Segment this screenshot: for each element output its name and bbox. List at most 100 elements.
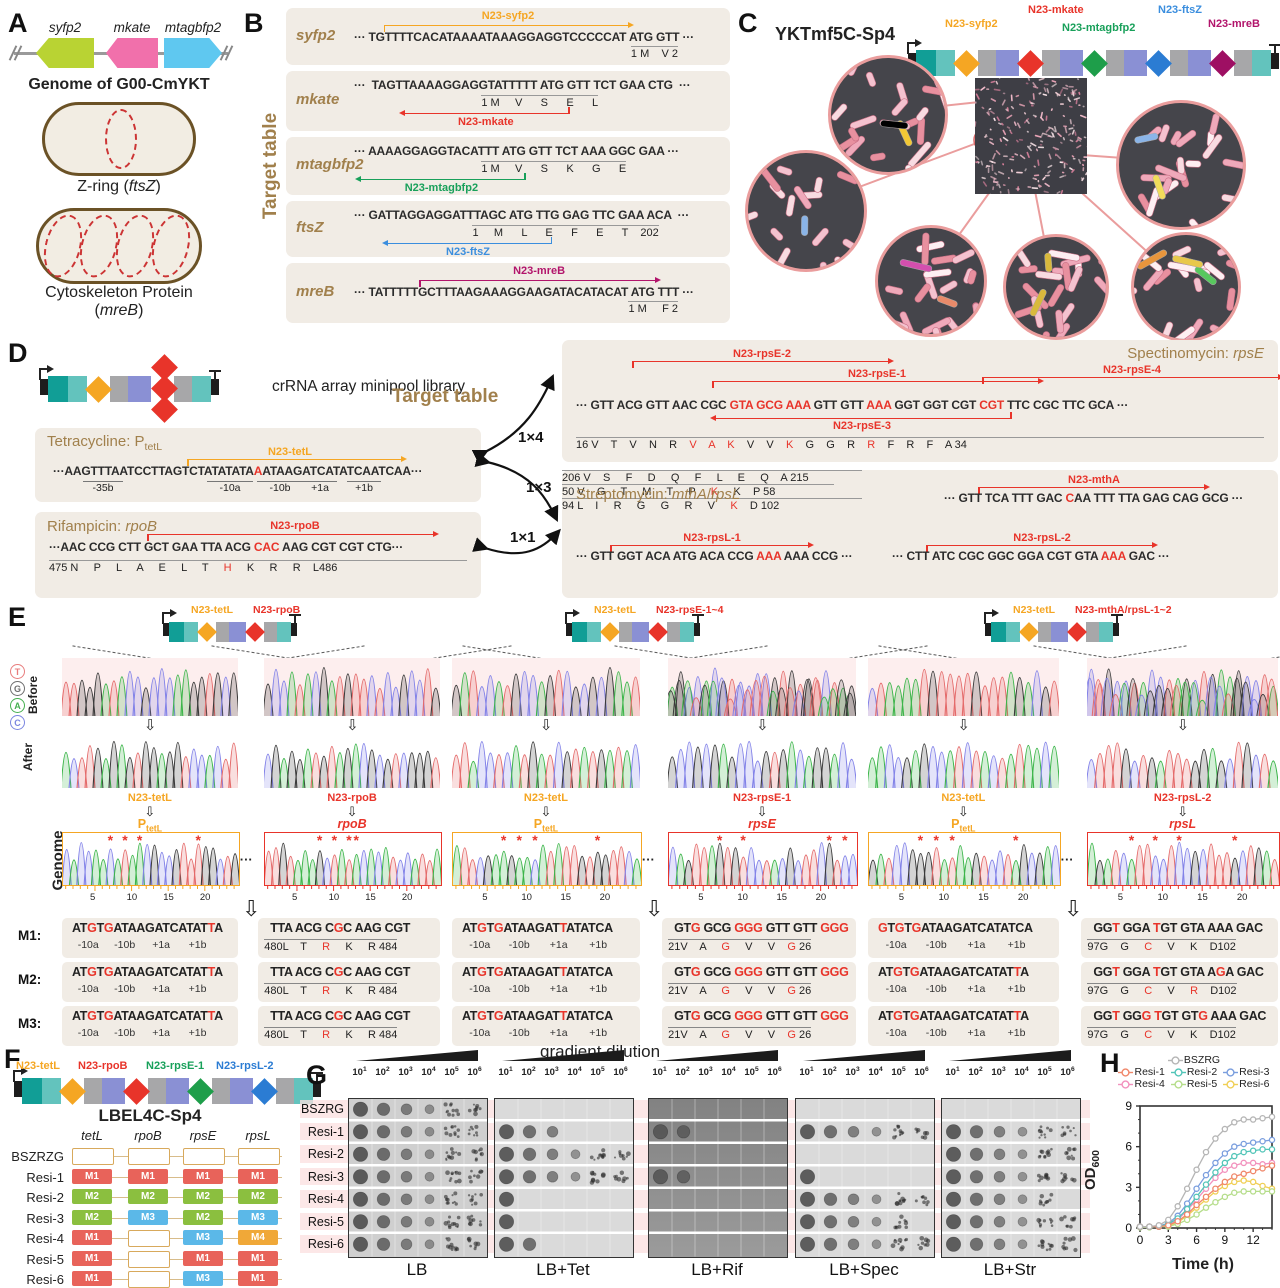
m-seq-box: ATGTGATAAGATTATATCA -10a -10b +1a +1b [452,962,640,1002]
segment-gy [148,1078,166,1104]
svg-text:10: 10 [127,892,138,901]
crrna-tag-label: N23-mreB [1208,18,1260,30]
crrna-tag-label: N23-rpsE-1 [733,792,792,804]
svg-text:*: * [934,833,940,848]
construct-edit-construct [162,609,301,642]
m-seq-box: TTA ACG CGC AAG CGT 480L T R K R 484 [258,918,440,958]
svg-text:20: 20 [200,892,211,901]
annotation-label: -10a [885,983,907,995]
column-header: rpoB [134,1128,162,1143]
m-annotation: -10a -10b +1a +1b [876,983,1037,995]
sequence-text: ··· AAAAGGAGGTACATTT ATG GTT TCT AAA GGC… [354,144,679,158]
allele-cell: M2 [183,1189,223,1204]
allele-cell [238,1148,280,1165]
column-header: tetL [81,1128,103,1143]
legend-item: Resi-1 [1118,1066,1165,1078]
gene-label: mtagbfp2 [296,156,364,173]
crrna-diamond-icon [1067,622,1087,642]
svg-text:0: 0 [1125,1221,1132,1235]
segment-gy [212,1078,230,1104]
terminator-icon [209,369,221,400]
promoter-block [566,623,572,636]
crrna-tag-label: N23-mthA/rpsL-1~2 [1075,604,1172,616]
crrna-diamond-icon [59,1077,86,1105]
svg-text:*: * [1129,833,1135,848]
m-amino-text: 480L T R K R 484 [264,939,398,953]
m-amino-text: 97G G C V K D102 [1087,1027,1236,1041]
crrna-tag-label: N23-rpsL-2 [216,1060,274,1072]
sequence-text: ··· GATTAGGAGGATTTAGC ATG TTG GAG TTC GA… [354,208,690,222]
m-seq-box: GTG GCG GGG GTT GTT GGG 21V A G V V G 26 [662,962,856,1002]
legend-item: Resi-2 [1170,1066,1217,1078]
spec-title: Spectinomycin: rpsE [1127,345,1264,362]
genotype-table: N23-tetL N23-rpoB N23-rpsE-1 N23-rpsL-2 LBEL… [0,1048,323,1288]
x-axis-label: Time (h) [1172,1256,1234,1273]
dilution-wedge-icon [949,1050,1071,1061]
crrna-tag-label: N23-rpsE-1~4 [656,604,724,616]
segment-pu [1051,622,1068,642]
allele-cell: M1 [72,1168,112,1184]
plate-caption: LB+Spec [829,1259,899,1279]
promoter-icon [162,609,177,641]
segment-pu [230,1078,253,1104]
dilution-label: 103 [845,1066,860,1079]
promoter-annotation: +1a [303,481,337,494]
svg-text:20: 20 [1237,892,1248,901]
chromatogram [668,732,856,788]
assay-plate [941,1098,1081,1258]
segment-tL [587,622,601,642]
annotation-label: -10b [925,1027,947,1039]
crrna-tag-label: N23-rpsL-1 [683,532,741,544]
segment-tL [68,376,87,402]
terminator-block [291,623,297,636]
crrna-tag-label: N23-tetL [523,792,568,804]
connector-line [72,1156,282,1158]
chromatogram: * * * * [668,832,858,886]
assay-plate [494,1098,634,1258]
down-arrow-icon: ⇩ [1177,804,1189,819]
chromatogram: * * * * [264,832,442,886]
crrna-tag-label: N23-mreB [513,265,566,277]
segment-tL [1252,50,1271,76]
crrna-diamond-icon [648,622,668,642]
terminator-block [1113,623,1119,636]
gene-label: mkate [296,91,340,108]
dilution-label: 106 [767,1066,782,1079]
annotation-label: -10a [469,983,491,995]
legend-row: Resi-1 Resi-2 Resi-3 [1108,1066,1280,1078]
segment-tD [991,622,1006,642]
crrna-tag-label: N23-tetL [16,1060,61,1072]
strain-name: BSZRZG [11,1149,64,1164]
gene-arrow [164,38,222,68]
m-seq-text: ATGTGATAAGATCATATTA [72,1009,223,1023]
dilution-label: 102 [675,1066,690,1079]
crrna-diamond-icon [600,622,620,642]
m-seq-text: ATGTGATAAGATTATATCA [462,1009,613,1023]
genome-locus-label: rpsL [1169,817,1197,831]
spot-assay-panel: BSZRG Resi-1 Resi-2 Resi-3 Resi-4 Resi-5 Resi-… [300,1042,1096,1288]
annotation-label: -10a [469,1027,491,1039]
sequence-text: ··· TATTTTTGCTTTAAGAAAGGAAGATACATACAT AT… [354,285,694,299]
down-arrow-icon: ⇩ [346,804,358,819]
svg-text:15: 15 [1198,892,1209,901]
allele-cell: M2 [72,1209,112,1225]
cell-mreb [36,208,202,284]
crrna-arrow [419,276,661,287]
promoter-block [985,623,991,636]
allele-cell: M1 [238,1271,278,1286]
panel-h-label: H [1100,1048,1120,1078]
tet-target-box: Tetracycline: PtetL N23-tetL ···AAGTTTAATC… [35,428,481,502]
row-label-after: After [21,742,36,772]
construct-yktmf5c [907,38,1280,77]
svg-text:10: 10 [938,892,949,901]
crrna-tag-label: N23-rpoB [270,520,320,532]
rif-target-box: Rifampicin: rpoB N23-rpoB ···AAC CCG CTT G… [35,512,481,598]
terminator-block [1271,52,1279,69]
annotation-label: +1b [188,939,207,951]
m-annotation: -10a -10b +1a +1b [876,939,1037,951]
cell-zring [42,102,196,176]
strain-label: Resi-2 [307,1147,344,1161]
promoter-block [40,378,48,395]
m-amino-text: 480L T R K R 484 [264,1027,398,1041]
